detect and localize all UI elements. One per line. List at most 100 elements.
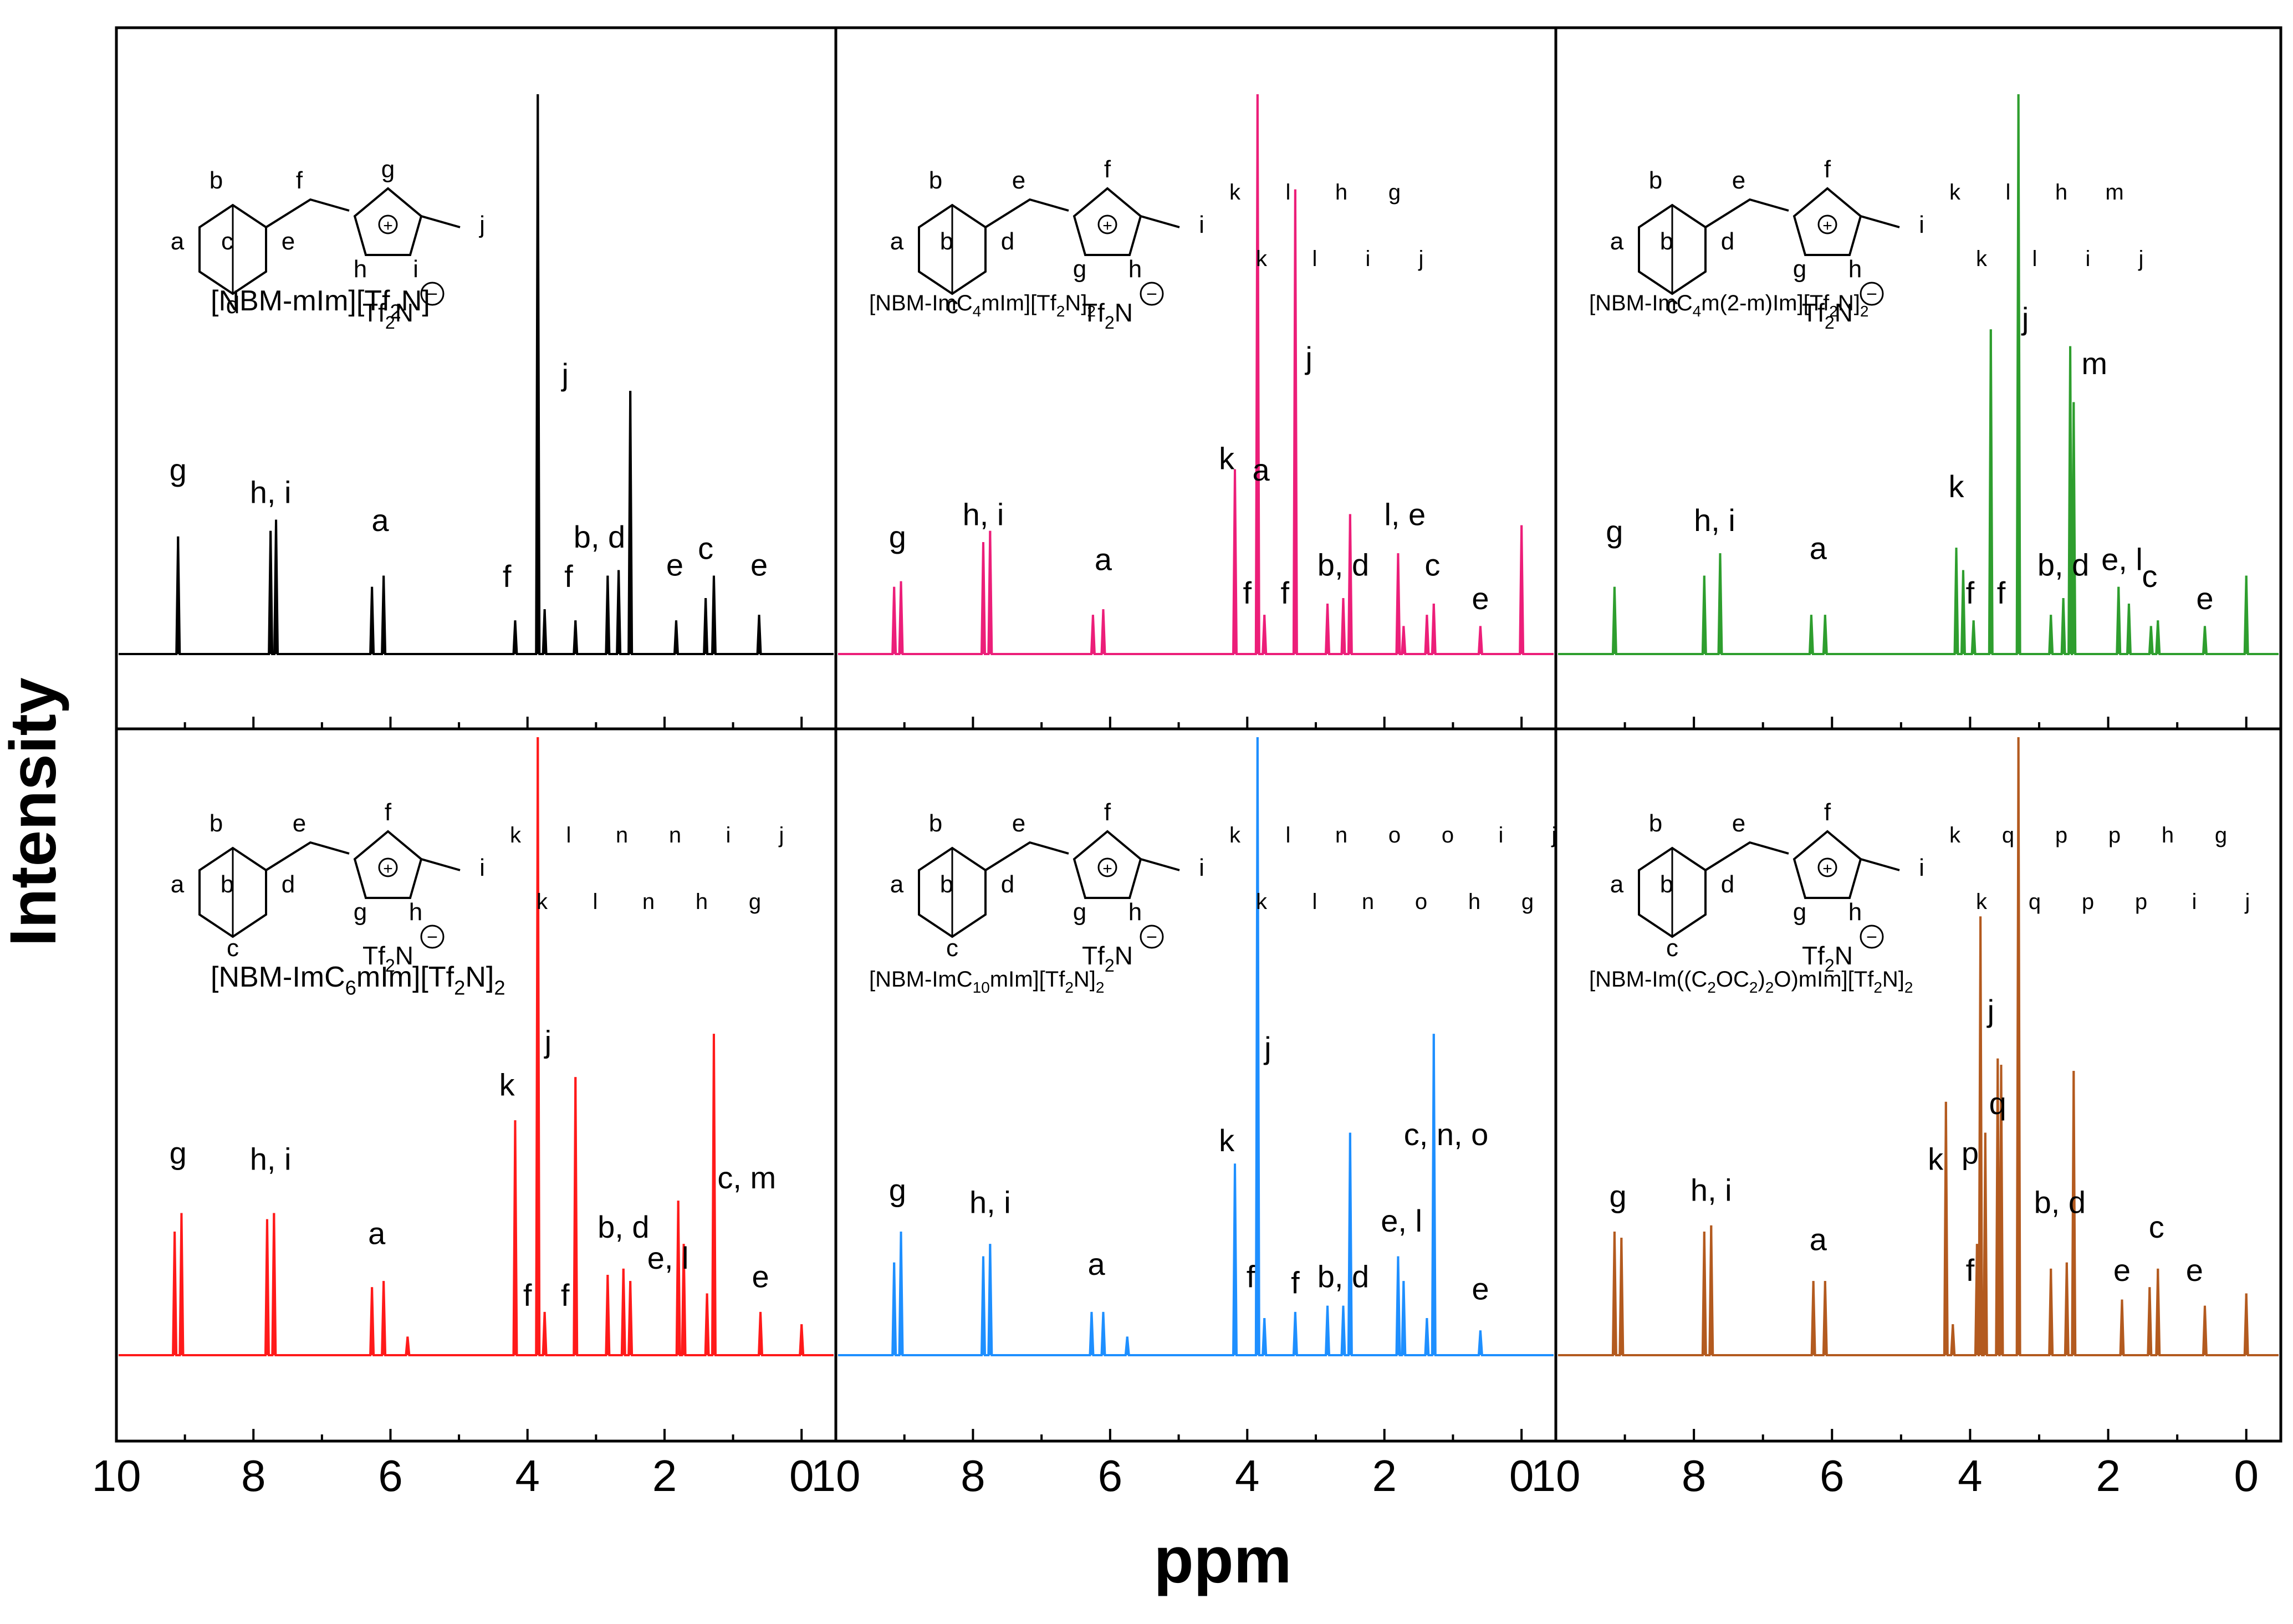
structure-atom-label: a	[890, 228, 904, 255]
panel-bottom-middle: g h, i a k j f f b, d e, l c, n, o e 10 8 6 4 2 0 [NBM-Im…	[811, 737, 1556, 1500]
imidazolium-ring	[1792, 830, 1862, 899]
spectrum-line	[838, 94, 1554, 655]
structure-atom-label: b	[1660, 228, 1673, 255]
peak-label: e	[1472, 1271, 1489, 1306]
peak-label: e	[752, 1259, 769, 1294]
peak-label: g	[170, 1135, 187, 1170]
structure-atom-label: e	[1732, 167, 1745, 194]
structure-diagram: + a b b c d e f g h i k k l l n n n h i g j Tf2N−	[171, 799, 784, 976]
peak-label: h, i	[963, 497, 1004, 532]
peak-label: g	[170, 452, 187, 487]
structure-atom-label: i	[1919, 854, 1924, 881]
text-part: 2	[1860, 303, 1869, 320]
structure-atom-label: g	[1073, 898, 1086, 926]
structure-atom-label: p	[2135, 890, 2147, 914]
text-part: 2	[1825, 956, 1835, 976]
methyl-bond	[421, 858, 461, 871]
text-part: 2	[1707, 979, 1716, 996]
structure-atom-label: c	[227, 934, 239, 962]
x-axis-label: ppm	[1153, 1524, 1292, 1597]
y-axis-label: Intensity	[0, 677, 70, 947]
text-part: OC	[1716, 967, 1749, 992]
text-part: Tf	[1802, 941, 1825, 970]
structure-atom-label: b	[1649, 810, 1662, 837]
peak-label: q	[1989, 1086, 2006, 1121]
spectrum-line	[119, 94, 834, 655]
minus-charge-icon	[1140, 282, 1164, 306]
structure-atom-label: q	[2002, 823, 2014, 847]
structure-atom-label: p	[2108, 823, 2121, 847]
structure-atom-label: c	[1666, 292, 1678, 319]
peak-label: f	[523, 1278, 532, 1313]
peak-label: a	[368, 1216, 386, 1250]
structure-atom-label: i	[1919, 211, 1924, 238]
peak-label: f	[564, 559, 573, 594]
peak-label: f	[1243, 575, 1252, 610]
x-tick-label: 4	[1235, 1451, 1260, 1500]
structure-atom-label: o	[1388, 823, 1401, 847]
counterion-label: Tf2N	[1082, 298, 1133, 333]
peak-label: e	[2186, 1253, 2203, 1288]
compound-name: [NBM-ImC6mIm][Tf2N]2	[211, 961, 505, 999]
peak-label: e	[666, 548, 683, 583]
structure-atom-label: c	[946, 934, 958, 962]
structure-atom-label: g	[1388, 180, 1401, 205]
structure-atom-label: g	[1793, 256, 1806, 283]
structure-atom-label: j	[779, 823, 784, 847]
peak-label: b, d	[597, 1209, 649, 1244]
peak-label: h, i	[250, 474, 292, 509]
structure-atom-label: h	[696, 890, 708, 914]
structure-atom-label: g	[354, 898, 367, 926]
structure-atom-label: i	[1199, 854, 1204, 881]
peak-label: f	[1966, 575, 1975, 610]
text-part: N]	[465, 961, 494, 993]
text-part: Tf	[1802, 298, 1825, 327]
structure-atom-label: o	[1442, 823, 1454, 847]
structure-atom-label: i	[1366, 247, 1371, 271]
peak-label: a	[1095, 542, 1112, 577]
structure-diagram: + a b c d e f g h i j Tf2N−	[171, 156, 485, 333]
structure-atom-label: q	[2029, 890, 2041, 914]
compound-name: [NBM-mIm][Tf2N]	[211, 285, 430, 323]
structure-atom-label: l	[2006, 180, 2011, 205]
text-part: N]	[1065, 291, 1087, 315]
structure-atom-label: h	[2055, 180, 2067, 205]
x-tick-label: 10	[811, 1451, 861, 1500]
compound-name: [NBM-ImC4mIm][Tf2N]2	[869, 291, 1096, 320]
plus-charge-icon	[1817, 215, 1837, 234]
x-tick-label: 8	[1682, 1451, 1707, 1500]
counterion-label: Tf2N	[1802, 941, 1853, 976]
minus-charge-icon	[1140, 925, 1164, 949]
peak-label: a	[1252, 452, 1270, 487]
text-part: [NBM-ImC	[211, 961, 345, 993]
linker-bond	[265, 841, 350, 871]
structure-atom-label: d	[282, 871, 295, 898]
text-part: Tf	[1082, 941, 1105, 970]
peak-label: j	[544, 1024, 551, 1059]
structure-atom-label: b	[940, 871, 953, 898]
minus-sign: −	[1866, 927, 1877, 948]
text-part: [NBM-ImC	[1589, 291, 1693, 315]
peak-label: c	[698, 530, 713, 565]
text-part: 2	[494, 977, 505, 999]
text-part: 2	[1056, 303, 1065, 320]
peak-label: f	[503, 559, 512, 594]
peak-label: c	[1424, 548, 1440, 583]
spectrum-line	[119, 737, 834, 1356]
text-part: 2	[390, 300, 401, 323]
structure-atom-label: a	[171, 871, 185, 898]
structure-atom-label: l	[1313, 890, 1317, 914]
structure-atom-label: n	[1362, 890, 1374, 914]
structure-atom-label: a	[890, 871, 904, 898]
minus-sign: −	[427, 927, 438, 948]
x-tick-label: 4	[1958, 1451, 1983, 1500]
text-part: 2	[1873, 979, 1882, 996]
structure-atom-label: a	[1610, 228, 1624, 255]
peak-label: a	[1810, 530, 1827, 565]
text-part: 2	[1087, 303, 1096, 320]
structure-atom-label: d	[226, 292, 239, 319]
minus-sign: −	[427, 284, 438, 305]
